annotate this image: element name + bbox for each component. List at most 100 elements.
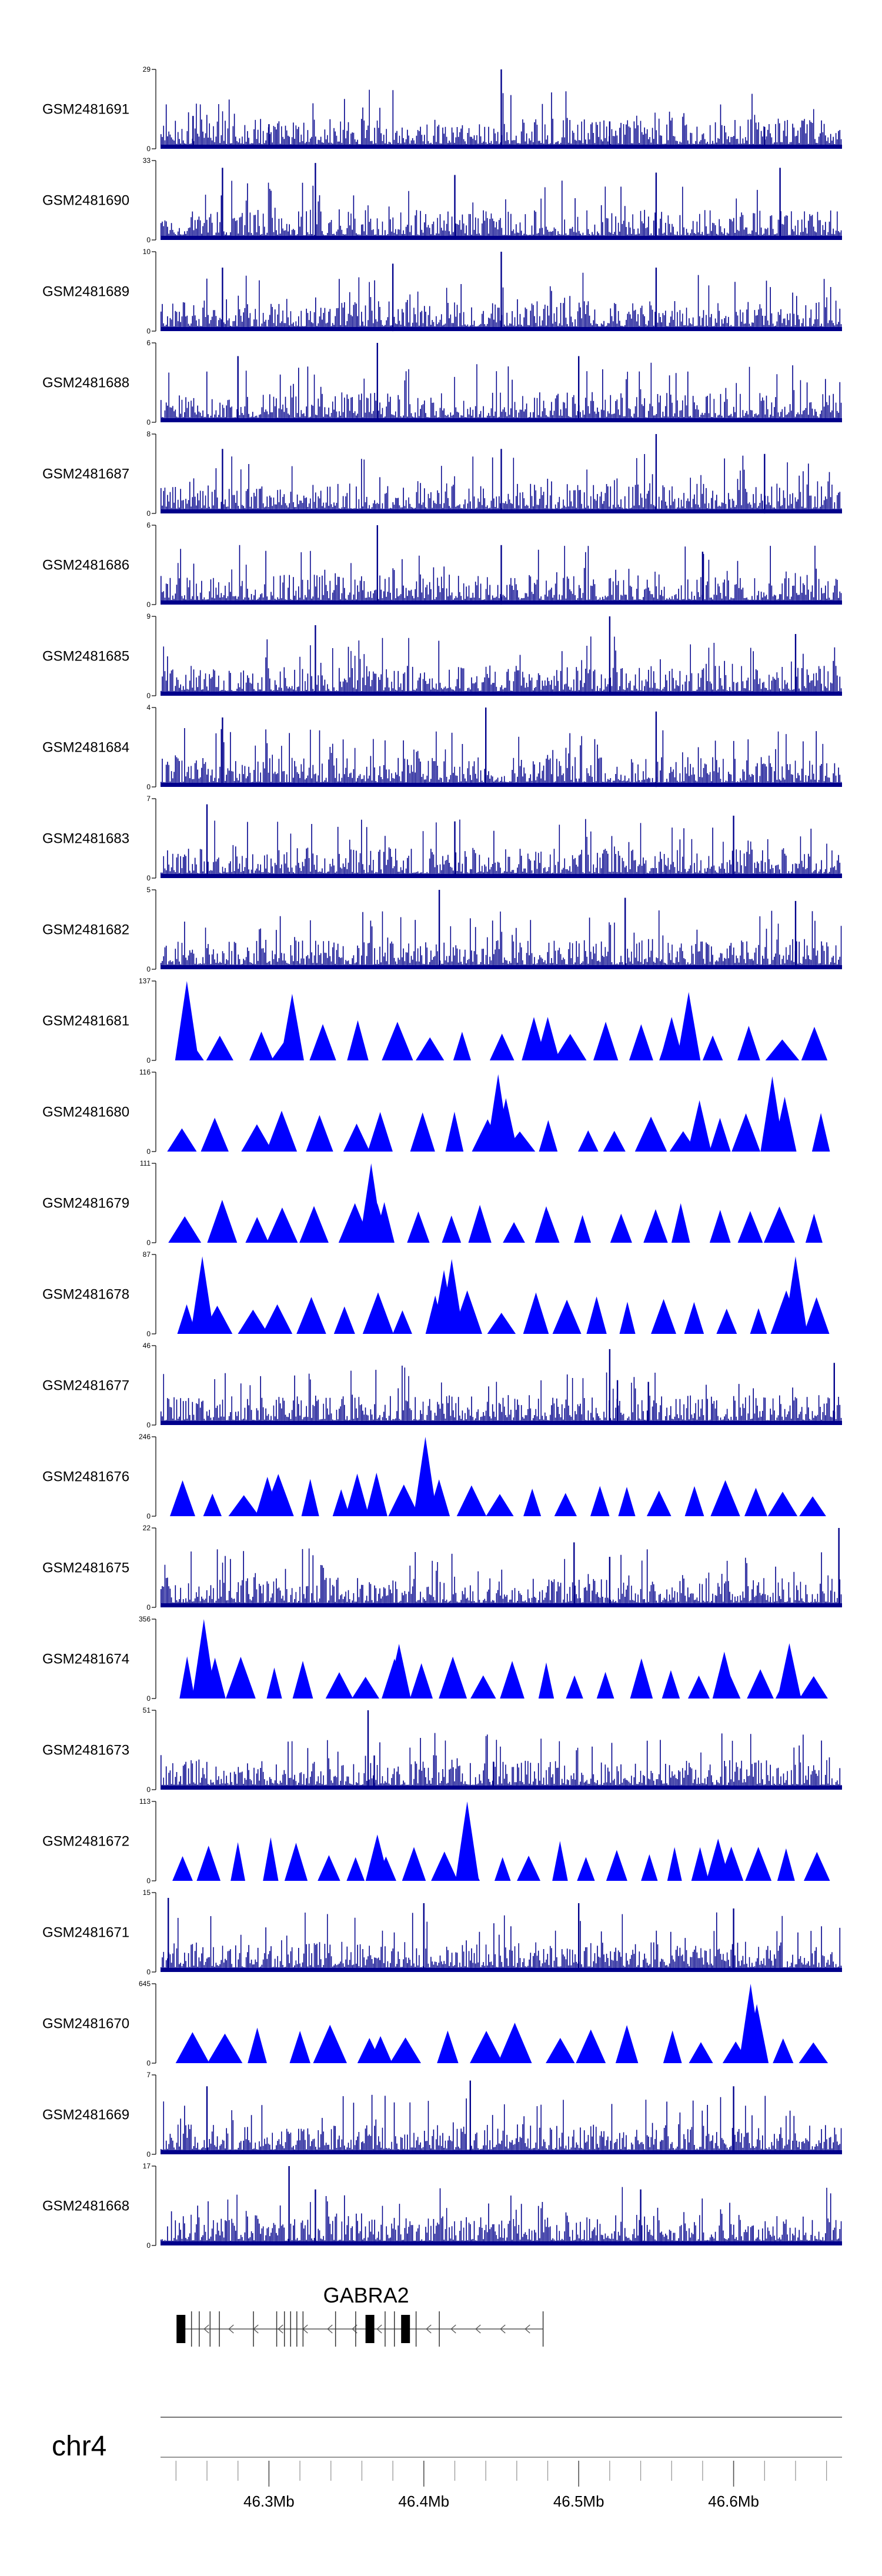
track-label: GSM2481684 <box>42 740 129 756</box>
coverage-area <box>161 819 842 878</box>
track-gsm2481676: GSM2481676 246 0 <box>42 1433 826 1520</box>
coverage-peak <box>833 1363 835 1425</box>
y-axis-max-label: 22 <box>143 1524 151 1532</box>
coverage-peak <box>609 1557 611 1607</box>
coverage-peak <box>438 890 440 969</box>
coverage-area <box>161 362 842 422</box>
track-gsm2481691: GSM2481691 29 0 <box>42 65 842 153</box>
coverage-peak <box>192 1619 216 1699</box>
y-axis-min-label: 0 <box>146 2150 151 2158</box>
y-axis-max-label: 8 <box>146 430 151 438</box>
coverage-peak <box>192 116 194 149</box>
y-axis-min-label: 0 <box>146 2241 151 2250</box>
y-axis-max-label: 113 <box>139 1797 151 1806</box>
coverage-peak <box>733 1908 734 1972</box>
coverage-area <box>179 1656 828 1699</box>
y-axis-min-label: 0 <box>146 783 151 791</box>
coverage-peak <box>288 2166 290 2245</box>
y-axis-min-label: 0 <box>146 1330 151 1338</box>
coverage-peak <box>609 616 611 696</box>
coverage-peak <box>660 1017 684 1060</box>
coverage-peak <box>573 1542 575 1607</box>
track-label: GSM2481682 <box>42 922 129 938</box>
y-axis-min-label: 0 <box>146 1056 151 1065</box>
track-gsm2481686: GSM2481686 6 0 <box>42 521 842 609</box>
coverage-peak <box>454 175 456 240</box>
track-gsm2481684: GSM2481684 4 0 <box>42 703 842 791</box>
coverage-area <box>161 728 842 787</box>
genome-axis-label: 46.6Mb <box>708 2492 759 2510</box>
coverage-peak <box>609 1349 611 1425</box>
y-axis-max-label: 111 <box>140 1159 151 1167</box>
coverage-peak <box>268 124 270 149</box>
coverage-area <box>161 1548 842 1607</box>
track-gsm2481672: GSM2481672 113 0 <box>42 1797 830 1885</box>
chromosome-label: chr4 <box>52 2431 106 2462</box>
coverage-peak <box>500 545 502 605</box>
track-gsm2481690: GSM2481690 33 0 <box>42 156 842 244</box>
coverage-peak <box>222 717 223 787</box>
coverage-peak <box>779 168 781 240</box>
y-axis-min-label: 0 <box>146 418 151 426</box>
track-gsm2481669: GSM2481669 7 0 <box>42 2071 842 2158</box>
coverage-peak <box>423 1903 425 1972</box>
track-gsm2481681: GSM2481681 137 0 <box>42 977 828 1065</box>
genome-axis: 46.3Mb 46.4Mb 46.5Mb 46.6Mb <box>161 2457 842 2510</box>
y-axis-max-label: 7 <box>146 2071 151 2079</box>
gene-exon <box>365 2315 375 2343</box>
track-label: GSM2481675 <box>42 1560 129 1576</box>
coverage-area <box>161 910 842 969</box>
track-label: GSM2481680 <box>42 1105 129 1120</box>
coverage-peak <box>536 1017 560 1060</box>
coverage-peak <box>376 343 378 422</box>
track-gsm2481689: GSM2481689 10 0 <box>42 248 842 335</box>
y-axis-max-label: 15 <box>143 1888 151 1897</box>
track-gsm2481683: GSM2481683 7 0 <box>42 795 842 882</box>
coverage-peak <box>733 2086 734 2154</box>
coverage-peak <box>655 268 657 331</box>
coverage-peak <box>655 434 657 513</box>
coverage-peak <box>206 2086 208 2154</box>
y-axis-max-label: 116 <box>139 1068 151 1076</box>
y-axis-min-label: 0 <box>146 2059 151 2067</box>
coverage-baseline <box>161 783 842 787</box>
coverage-peak <box>237 356 239 422</box>
track-label: GSM2481679 <box>42 1196 129 1212</box>
track-label: GSM2481688 <box>42 375 129 391</box>
genome-axis-label: 46.3Mb <box>243 2492 295 2510</box>
coverage-peak <box>367 1710 369 1790</box>
y-axis-max-label: 51 <box>143 1706 151 1714</box>
track-label: GSM2481678 <box>42 1287 129 1303</box>
coverage-peak <box>493 1761 495 1790</box>
coverage-peak <box>175 981 199 1060</box>
y-axis-min-label: 0 <box>146 874 151 882</box>
coverage-peak <box>365 1834 389 1881</box>
y-axis-min-label: 0 <box>146 145 151 153</box>
coverage-peak <box>624 897 626 969</box>
coverage-peak <box>794 900 797 969</box>
coverage-peak <box>222 449 223 513</box>
coverage-area <box>177 1290 830 1334</box>
y-axis-min-label: 0 <box>146 1694 151 1703</box>
track-label: GSM2481681 <box>42 1013 129 1029</box>
track-label: GSM2481690 <box>42 193 129 209</box>
y-axis-min-label: 0 <box>146 1147 151 1156</box>
track-gsm2481677: GSM2481677 46 0 <box>42 1342 842 1429</box>
track-gsm2481679: GSM2481679 111 0 <box>42 1159 823 1247</box>
coverage-peak <box>794 634 797 696</box>
y-axis-max-label: 356 <box>139 1615 151 1623</box>
coverage-peak <box>777 1643 801 1699</box>
coverage-baseline <box>161 1968 842 1972</box>
coverage-peak <box>712 1651 736 1699</box>
y-axis-max-label: 10 <box>143 248 151 256</box>
gene-track: GABRA2 <box>176 2283 544 2347</box>
track-label: GSM2481670 <box>42 2016 129 2032</box>
y-axis-min-label: 0 <box>146 1603 151 1611</box>
coverage-peak <box>168 1898 169 1972</box>
coverage-peak <box>783 1256 807 1334</box>
coverage-area <box>161 2187 842 2245</box>
track-label: GSM2481691 <box>42 102 129 118</box>
y-axis-min-label: 0 <box>146 1421 151 1429</box>
coverage-peak <box>578 1903 580 1972</box>
y-axis-min-label: 0 <box>146 1877 151 1885</box>
